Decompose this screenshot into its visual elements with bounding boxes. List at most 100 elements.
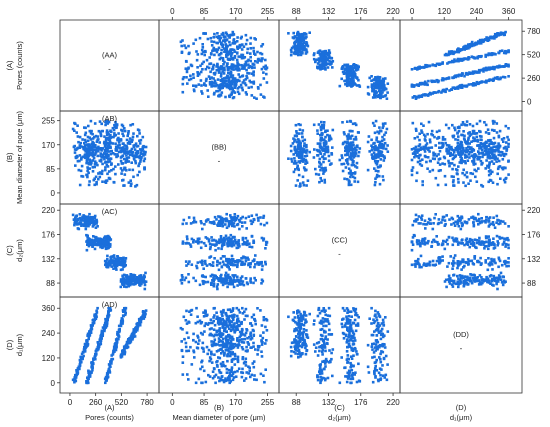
data-point xyxy=(233,260,236,263)
data-point xyxy=(225,32,229,36)
data-point xyxy=(473,257,476,260)
data-point xyxy=(452,52,455,56)
data-point xyxy=(467,136,470,140)
data-point xyxy=(474,139,477,143)
data-point xyxy=(264,58,267,62)
data-point xyxy=(464,85,467,88)
data-point xyxy=(318,144,322,147)
data-point xyxy=(444,141,447,145)
data-point xyxy=(209,274,213,278)
data-point xyxy=(460,86,464,89)
data-point xyxy=(493,278,497,281)
data-point xyxy=(194,38,198,42)
data-point xyxy=(192,88,196,91)
data-point xyxy=(96,138,99,142)
data-point xyxy=(414,213,418,217)
data-point xyxy=(421,180,424,183)
data-point xyxy=(452,184,456,187)
data-point xyxy=(237,67,241,71)
data-point xyxy=(487,150,491,154)
data-point xyxy=(453,261,456,265)
data-point xyxy=(136,134,139,138)
data-point xyxy=(75,219,79,222)
data-point xyxy=(464,161,467,165)
data-point xyxy=(456,57,460,61)
data-point xyxy=(479,42,483,45)
data-point xyxy=(238,218,241,222)
data-point xyxy=(111,126,115,130)
data-point xyxy=(208,242,212,246)
data-point xyxy=(240,63,243,67)
data-point xyxy=(351,154,355,158)
data-point xyxy=(244,216,248,220)
data-point xyxy=(300,156,303,160)
data-point xyxy=(249,47,252,50)
data-point xyxy=(488,66,491,69)
data-point xyxy=(312,156,316,159)
data-point xyxy=(99,238,102,242)
data-point xyxy=(492,237,495,240)
data-point xyxy=(290,160,294,163)
data-point xyxy=(493,37,496,40)
data-point xyxy=(457,147,461,150)
data-point xyxy=(185,76,188,79)
data-point xyxy=(83,141,86,145)
data-point xyxy=(86,139,90,143)
data-point xyxy=(104,138,108,142)
data-point xyxy=(456,214,460,218)
data-point xyxy=(490,128,494,132)
data-point xyxy=(300,36,303,40)
data-point xyxy=(429,222,432,225)
data-point xyxy=(82,145,85,149)
data-point xyxy=(218,279,222,283)
data-point xyxy=(129,282,132,285)
data-point xyxy=(107,144,110,148)
data-point xyxy=(185,264,188,267)
data-point xyxy=(181,39,184,42)
data-point xyxy=(116,154,120,158)
data-point xyxy=(208,81,212,84)
data-point xyxy=(503,281,506,284)
data-point xyxy=(413,66,417,70)
data-point xyxy=(213,49,216,52)
data-point xyxy=(472,161,475,165)
data-point xyxy=(353,82,356,85)
data-point xyxy=(237,63,241,67)
data-point xyxy=(322,160,325,164)
data-point xyxy=(301,43,305,47)
data-point xyxy=(115,126,118,129)
data-point xyxy=(496,243,499,247)
data-point xyxy=(202,83,206,87)
data-point xyxy=(454,50,458,54)
data-point xyxy=(236,90,240,94)
data-point xyxy=(464,46,467,49)
data-point xyxy=(463,160,467,163)
data-point xyxy=(130,182,133,185)
data-point xyxy=(243,82,247,85)
data-point xyxy=(238,75,242,79)
data-point xyxy=(83,146,87,149)
data-point xyxy=(376,130,379,134)
data-point xyxy=(459,140,463,144)
data-point xyxy=(213,73,217,76)
data-point xyxy=(256,61,259,64)
data-point xyxy=(349,137,352,140)
data-point xyxy=(447,161,451,165)
data-point xyxy=(138,148,142,151)
data-point xyxy=(437,89,441,93)
data-point xyxy=(453,224,457,227)
data-point xyxy=(292,31,295,35)
data-point xyxy=(78,146,82,149)
data-point xyxy=(371,146,374,149)
data-point xyxy=(235,279,239,283)
data-point xyxy=(94,219,98,223)
data-point xyxy=(197,83,201,86)
data-point xyxy=(262,95,265,98)
data-point xyxy=(227,71,230,74)
data-point xyxy=(236,284,239,287)
data-point xyxy=(487,225,491,228)
data-point xyxy=(316,142,320,145)
data-point xyxy=(410,240,414,243)
data-point xyxy=(115,147,118,150)
